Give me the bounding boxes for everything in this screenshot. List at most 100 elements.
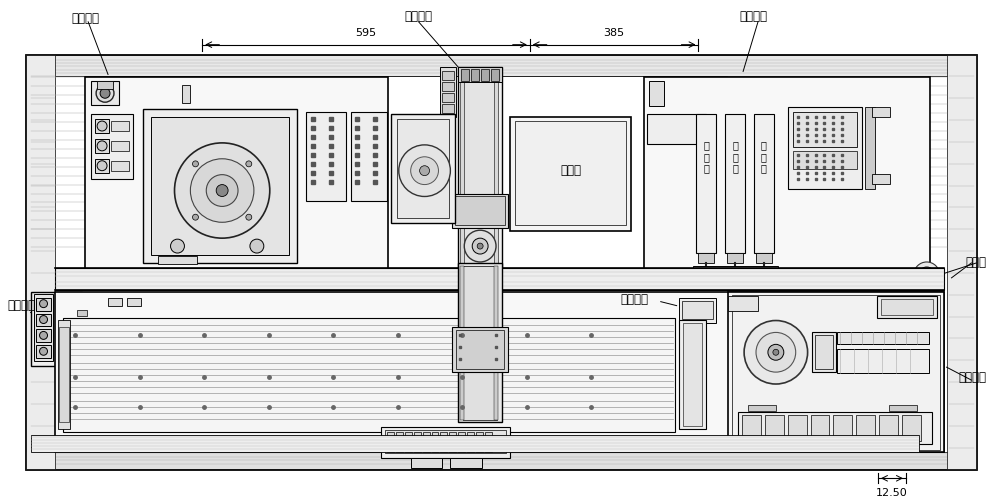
Bar [95,119,109,133]
Bar [456,330,504,369]
Bar [26,452,976,469]
Circle shape [914,262,939,288]
Circle shape [175,143,269,238]
Bar [85,78,388,271]
Circle shape [772,350,778,356]
Circle shape [191,159,253,222]
Bar [450,458,482,468]
Bar [36,330,52,342]
Circle shape [464,230,496,262]
Bar [814,336,833,369]
Bar [442,72,454,80]
Bar [679,320,707,428]
Bar [95,139,109,153]
Bar [31,60,971,464]
Bar [158,256,198,264]
Bar [31,434,919,452]
Bar [644,78,930,271]
Text: 装配单元: 装配单元 [404,10,432,23]
Bar [467,432,474,452]
Bar [413,432,420,452]
Circle shape [40,332,48,340]
Bar [889,405,917,411]
Bar [764,415,783,440]
Bar [682,300,714,318]
Bar [494,266,498,420]
Bar [26,54,976,470]
Bar [739,412,932,444]
Bar [431,432,438,452]
Bar [787,415,806,440]
Bar [452,328,508,372]
Bar [56,268,943,290]
Bar [494,72,498,281]
Bar [36,314,52,326]
Text: 供料单元: 供料单元 [958,370,986,384]
Circle shape [477,243,483,249]
Bar [872,174,890,184]
Text: 385: 385 [604,28,625,38]
Circle shape [97,141,107,151]
Bar [440,432,447,452]
Circle shape [246,161,251,167]
Circle shape [96,84,114,102]
Bar [56,292,81,366]
Bar [91,82,119,105]
Circle shape [399,145,450,197]
Bar [748,405,775,411]
Circle shape [193,161,199,167]
Circle shape [745,320,807,384]
Bar [647,114,707,144]
Bar [63,318,675,432]
Bar [833,415,852,440]
Bar [440,68,456,117]
Circle shape [250,239,263,253]
Bar [60,328,69,422]
Bar [728,253,744,263]
Bar [697,114,717,253]
Bar [881,298,933,314]
Circle shape [246,214,251,220]
Bar [729,296,758,310]
Circle shape [767,344,783,360]
Bar [26,54,56,470]
Bar [387,432,394,452]
Text: 加工单元: 加工单元 [71,12,100,25]
Bar [810,415,829,440]
Bar [515,121,626,226]
Bar [59,296,78,360]
Bar [306,112,346,202]
Bar [792,151,857,168]
Bar [461,70,469,82]
Bar [811,332,836,372]
Bar [510,117,631,231]
Bar [59,320,70,428]
Bar [733,294,939,450]
Text: 分拣单元: 分拣单元 [740,10,767,23]
Bar [726,114,746,253]
Bar [442,104,454,113]
Bar [879,415,898,440]
Bar [36,346,52,358]
Bar [743,415,760,440]
Bar [792,112,857,147]
Circle shape [193,214,199,220]
Bar [946,54,976,470]
Bar [452,194,508,228]
Bar [485,432,492,452]
Bar [902,415,921,440]
Bar [34,294,54,361]
Circle shape [40,348,48,356]
Bar [91,114,133,178]
Bar [183,86,191,103]
Bar [36,298,52,310]
Bar [889,268,909,282]
Bar [729,292,943,452]
Circle shape [207,174,238,206]
Bar [111,141,129,151]
Bar [699,253,715,263]
Bar [422,432,429,452]
Bar [442,82,454,92]
Bar [77,310,87,316]
Circle shape [97,121,107,131]
